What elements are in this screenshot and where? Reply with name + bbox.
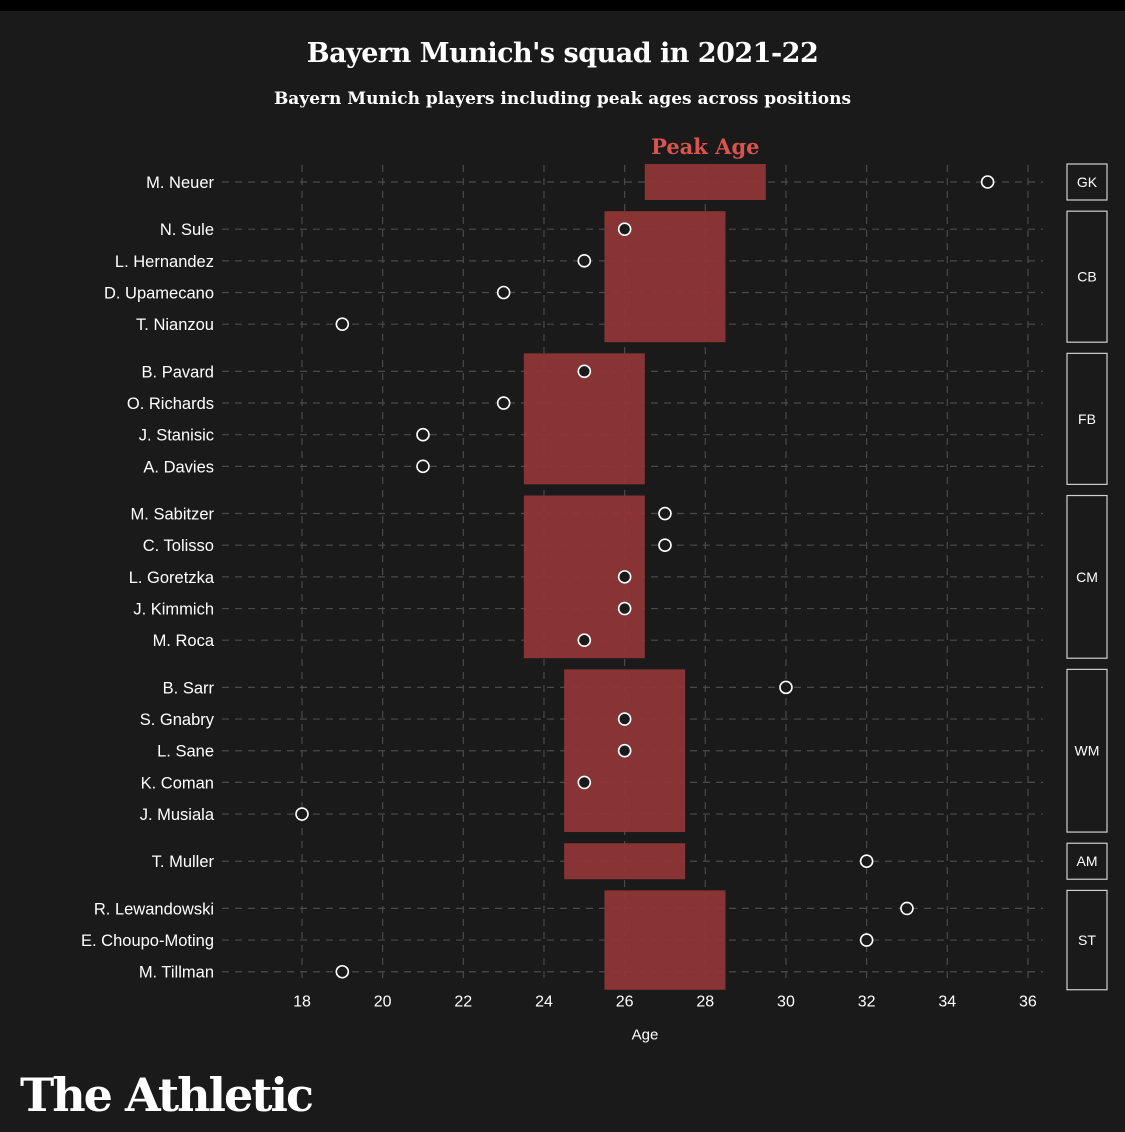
player-name-label: M. Tillman <box>139 964 214 982</box>
position-box-wm <box>1066 668 1108 833</box>
chart-subtitle: Bayern Munich players including peak age… <box>273 89 852 109</box>
position-box-st <box>1066 889 1108 991</box>
position-label: AM <box>1077 853 1098 869</box>
player-name-label: S. Gnabry <box>140 711 215 729</box>
player-age-dot <box>900 901 914 916</box>
player-age-dot <box>577 254 592 268</box>
player-age-dot <box>617 712 632 726</box>
position-label: ST <box>1078 932 1096 948</box>
player-name-label: D. Upamecano <box>104 285 214 303</box>
position-box-cm <box>1066 494 1108 659</box>
x-tick-label: 30 <box>777 994 795 1011</box>
peak-age-range-st <box>604 890 726 990</box>
player-name-label: L. Hernandez <box>115 253 214 271</box>
position-label: CB <box>1077 269 1096 285</box>
player-name-label: M. Sabitzer <box>131 506 215 524</box>
peak-age-range-am <box>564 843 686 880</box>
player-name-label: B. Sarr <box>163 679 215 697</box>
position-box-fb <box>1066 352 1108 485</box>
player-age-dot <box>577 364 592 379</box>
top-bar <box>0 0 1125 11</box>
player-name-label: E. Choupo-Moting <box>81 932 214 950</box>
peak-age-range-gk <box>644 164 766 200</box>
position-label: GK <box>1077 174 1098 190</box>
x-tick-label: 32 <box>858 994 876 1011</box>
player-age-dot <box>496 285 511 300</box>
player-name-label: L. Goretzka <box>129 569 215 587</box>
player-name-label: A. Davies <box>143 458 214 476</box>
player-age-dot <box>577 775 592 790</box>
position-box-am <box>1066 842 1108 880</box>
x-tick-label: 18 <box>293 994 311 1011</box>
position-box-gk <box>1066 163 1108 201</box>
position-box-cb <box>1066 210 1108 343</box>
peak-age-label: Peak Age <box>651 134 759 159</box>
player-age-dot <box>416 427 430 442</box>
player-age-dot <box>658 538 672 553</box>
player-age-dot <box>295 807 309 821</box>
x-tick-label: 34 <box>938 994 956 1011</box>
position-label: CM <box>1076 569 1098 585</box>
player-name-label: T. Nianzou <box>136 316 214 334</box>
player-age-dot <box>617 743 632 758</box>
player-name-label: O. Richards <box>127 395 214 413</box>
player-name-label: T. Muller <box>152 853 215 871</box>
player-age-dot <box>859 854 874 869</box>
player-name-label: K. Coman <box>141 774 214 792</box>
x-axis-label: Age <box>632 1027 659 1044</box>
player-age-dot <box>617 570 632 584</box>
player-name-label: C. Tolisso <box>143 537 214 555</box>
player-age-dot <box>658 506 672 521</box>
player-age-dot <box>416 459 430 474</box>
x-tick-label: 28 <box>696 994 714 1011</box>
player-name-label: M. Neuer <box>146 174 214 192</box>
player-name-label: B. Pavard <box>142 363 214 381</box>
player-name-label: J. Stanisic <box>139 427 214 445</box>
player-age-dot <box>496 396 511 410</box>
player-age-dot <box>617 601 632 616</box>
player-name-label: J. Musiala <box>140 806 215 824</box>
player-age-dot <box>335 964 350 979</box>
player-age-dot <box>577 633 592 648</box>
player-age-dot <box>859 933 874 947</box>
player-age-dot <box>779 680 793 695</box>
player-name-label: L. Sane <box>157 743 214 761</box>
chart-title: Bayern Munich's squad in 2021-22 <box>306 38 819 69</box>
player-name-label: J. Kimmich <box>133 601 214 619</box>
player-age-dot <box>980 175 995 189</box>
player-name-label: N. Sule <box>160 221 214 239</box>
brand-logo: The Athletic <box>20 1068 314 1122</box>
player-name-label: M. Roca <box>153 632 215 650</box>
x-tick-label: 26 <box>616 994 634 1011</box>
position-label: WM <box>1075 743 1100 759</box>
x-tick-label: 24 <box>535 994 553 1011</box>
player-name-label: R. Lewandowski <box>94 900 214 918</box>
player-age-dot <box>335 317 350 331</box>
x-tick-label: 20 <box>374 994 392 1011</box>
position-label: FB <box>1078 411 1096 427</box>
x-tick-label: 36 <box>1019 994 1037 1011</box>
player-age-dot <box>617 222 632 236</box>
x-tick-label: 22 <box>454 994 472 1011</box>
